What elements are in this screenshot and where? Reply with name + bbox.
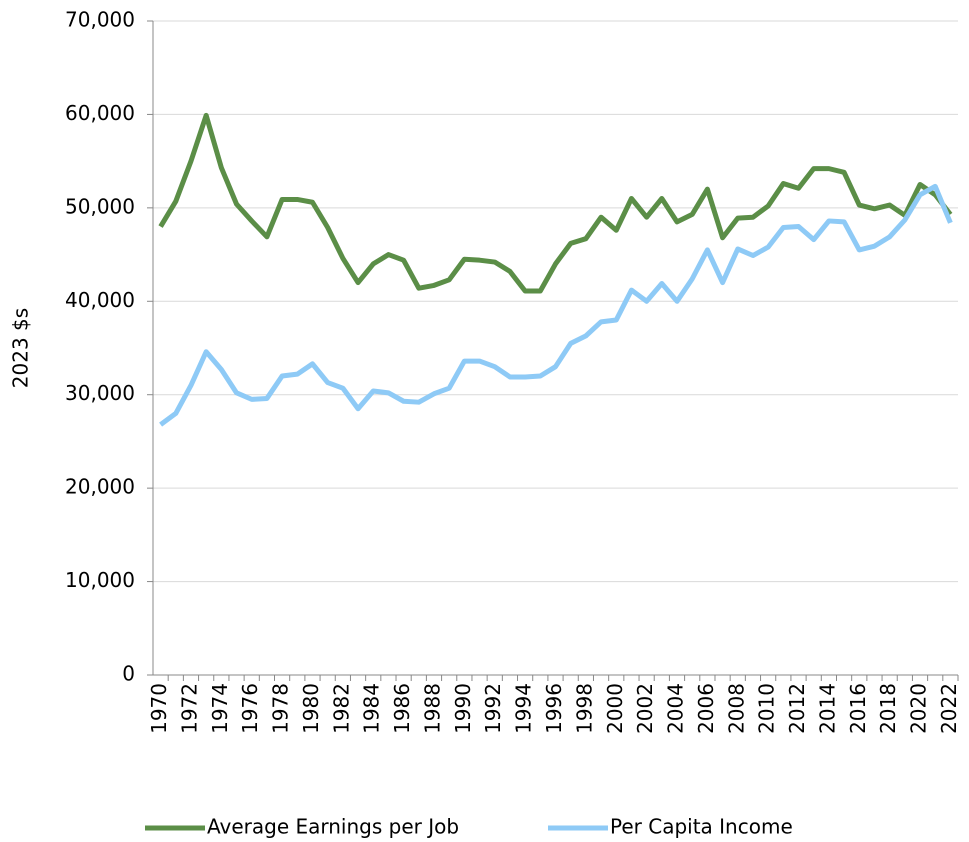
x-tick-label: 2018 <box>876 683 900 734</box>
x-tick-label: 2020 <box>907 683 931 734</box>
data-line <box>158 112 953 294</box>
x-tick-label: 2006 <box>694 683 718 734</box>
x-tick-label: 1980 <box>299 683 323 734</box>
y-axis-label: 2023 $s <box>9 308 33 388</box>
x-tick-label: 1994 <box>512 683 536 734</box>
x-tick-label: 2002 <box>633 683 657 734</box>
x-tick-label: 2014 <box>815 683 839 734</box>
x-tick-label: 1974 <box>208 683 232 734</box>
y-tick-label: 70,000 <box>65 8 135 32</box>
y-tick-label: 60,000 <box>65 101 135 125</box>
x-tick-label: 1996 <box>542 683 566 734</box>
legend-label: Average Earnings per Job <box>207 815 459 839</box>
x-tick-label: 1990 <box>451 683 475 734</box>
x-tick-label: 1972 <box>177 683 201 734</box>
x-tick-label: 2008 <box>724 683 748 734</box>
x-tick-label: 1992 <box>481 683 505 734</box>
x-tick-label: 2016 <box>846 683 870 734</box>
x-tick-label: 2000 <box>603 683 627 734</box>
x-tick-label: 1986 <box>390 683 414 734</box>
x-tick-label: 1982 <box>329 683 353 734</box>
x-tick-label: 2022 <box>937 683 961 734</box>
x-tick-label: 1976 <box>238 683 262 734</box>
y-tick-label: 30,000 <box>65 381 135 405</box>
x-tick-label: 1988 <box>420 683 444 734</box>
x-tick-label: 2004 <box>664 683 688 734</box>
data-line <box>159 183 953 427</box>
x-tick-label: 1984 <box>360 683 384 734</box>
x-tick-label: 1978 <box>269 683 293 734</box>
x-tick-label: 2010 <box>755 683 779 734</box>
legend-label: Per Capita Income <box>610 815 793 839</box>
x-tick-label: 1970 <box>147 683 171 734</box>
x-tick-label: 1998 <box>572 683 596 734</box>
x-tick-label: 2012 <box>785 683 809 734</box>
y-tick-label: 20,000 <box>65 475 135 499</box>
y-tick-label: 0 <box>122 662 135 686</box>
y-tick-label: 50,000 <box>65 194 135 218</box>
y-tick-label: 10,000 <box>65 568 135 592</box>
y-tick-label: 40,000 <box>65 288 135 312</box>
